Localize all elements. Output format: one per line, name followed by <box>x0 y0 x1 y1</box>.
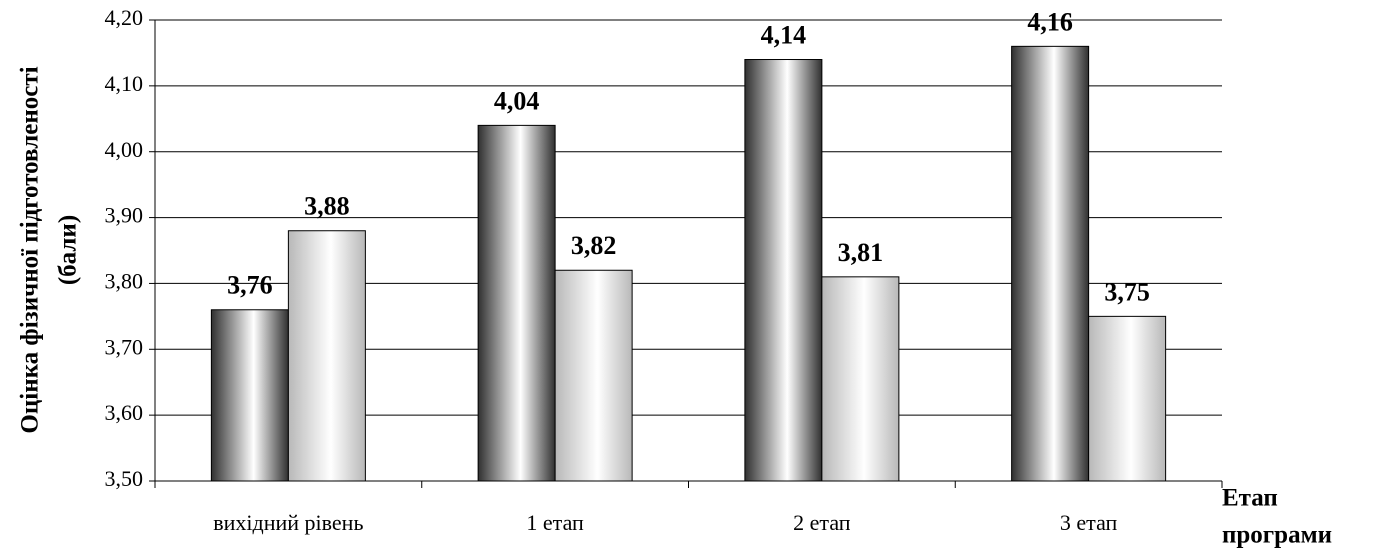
x-axis-title-line: Етап <box>1222 485 1278 512</box>
y-tick-label: 3,80 <box>105 268 144 293</box>
bar <box>821 276 900 482</box>
value-label: 3,88 <box>304 192 350 221</box>
y-tick-label: 3,60 <box>105 400 144 425</box>
x-tick-label: 3 етап <box>1060 510 1118 535</box>
y-tick-label: 3,90 <box>105 203 144 228</box>
y-axis-title-line: Оцінка фізичної підготовленості <box>17 66 44 433</box>
value-label: 3,81 <box>838 238 884 267</box>
bar <box>210 309 289 482</box>
value-label: 4,14 <box>761 20 807 49</box>
y-tick-label: 3,70 <box>105 334 144 359</box>
bar <box>744 59 823 482</box>
value-label: 3,76 <box>227 271 273 300</box>
y-tick-label: 4,20 <box>105 5 144 30</box>
value-label: 3,75 <box>1104 277 1150 306</box>
value-label: 3,82 <box>571 231 617 260</box>
bar <box>1011 45 1090 482</box>
y-tick-label: 3,50 <box>105 466 144 491</box>
y-axis-title: Оцінка фізичної підготовленості (бали) <box>17 66 82 433</box>
x-axis-title-line: програми <box>1222 522 1332 549</box>
y-tick-label: 4,00 <box>105 137 144 162</box>
bar <box>287 230 366 482</box>
y-tick-label: 4,10 <box>105 71 144 96</box>
value-label: 4,04 <box>494 86 540 115</box>
value-label: 4,16 <box>1027 7 1073 36</box>
bar <box>1088 315 1167 482</box>
bar <box>554 269 633 482</box>
x-tick-label: 2 етап <box>793 510 851 535</box>
x-tick-label: вихідний рівень <box>213 510 363 535</box>
y-axis-title-line: (бали) <box>55 215 82 285</box>
x-tick-label: 1 етап <box>526 510 584 535</box>
bar <box>477 124 556 482</box>
